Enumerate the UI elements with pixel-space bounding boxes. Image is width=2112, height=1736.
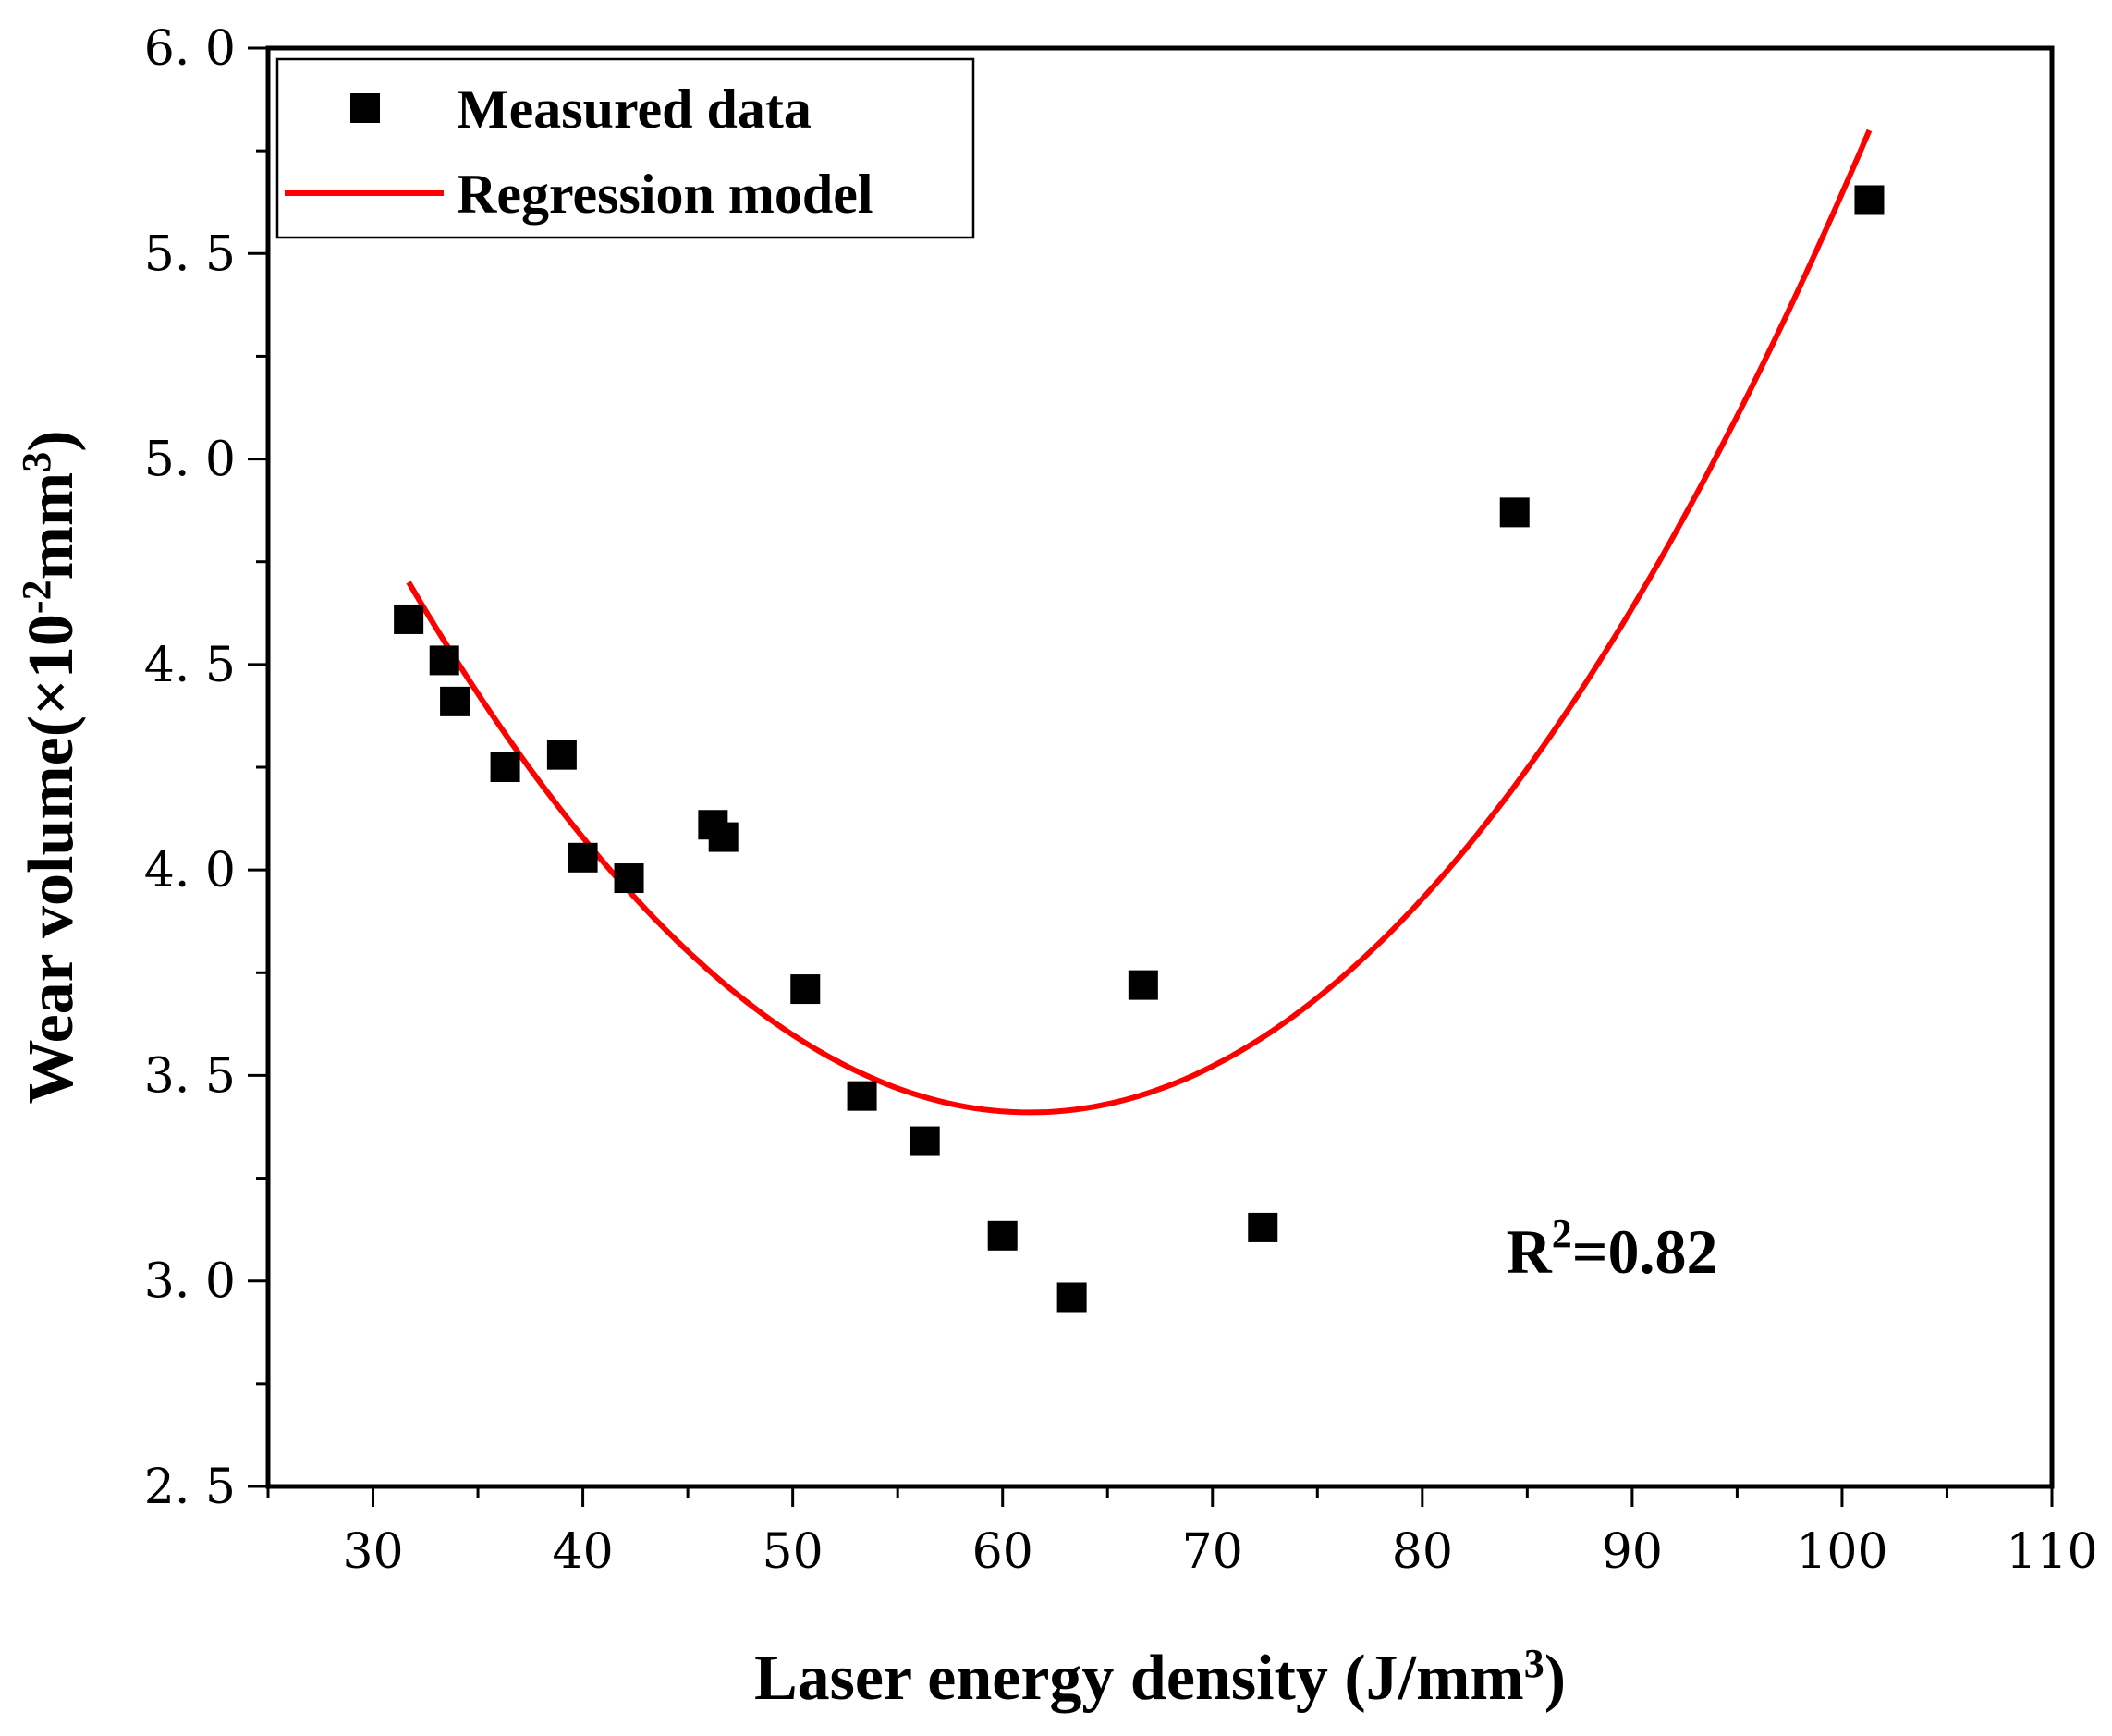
data-point	[440, 686, 470, 716]
data-point	[490, 752, 520, 782]
r-squared-annotation: R2=0.82	[1507, 1211, 1718, 1287]
x-tick-label: 90	[1602, 1524, 1663, 1580]
y-axis-tick-labels: 2. 5 3. 0 3. 5 4. 0 4. 5 5. 0 5. 5 6. 0	[144, 21, 236, 1515]
data-point	[1499, 497, 1530, 528]
regression-line	[406, 128, 1873, 1116]
x-tick-label: 70	[1182, 1524, 1243, 1580]
data-point	[708, 822, 739, 852]
y-axis-ticks	[248, 46, 268, 1488]
x-axis-title: Laser energy density (J/mm3)	[754, 1641, 1566, 1714]
data-points	[394, 185, 1885, 1313]
y-tick-label: 5. 0	[144, 433, 236, 488]
y-tick-label: 3. 0	[144, 1254, 236, 1310]
data-point	[394, 604, 424, 634]
data-point	[1128, 970, 1158, 1000]
data-point	[1056, 1282, 1087, 1313]
data-point	[790, 974, 821, 1005]
y-tick-label: 5. 5	[144, 226, 236, 282]
x-tick-label: 60	[972, 1524, 1033, 1580]
data-point	[1854, 185, 1885, 215]
y-tick-label: 4. 0	[144, 843, 236, 899]
data-point	[546, 740, 577, 770]
x-tick-label: 30	[342, 1524, 403, 1580]
data-point	[429, 645, 459, 676]
x-tick-label: 80	[1392, 1524, 1453, 1580]
y-tick-label: 2. 5	[144, 1460, 236, 1515]
data-point	[987, 1220, 1018, 1251]
legend: Measured data Regression model	[275, 57, 975, 239]
data-point	[614, 863, 644, 894]
x-tick-label: 50	[763, 1524, 824, 1580]
y-tick-label: 4. 5	[144, 638, 236, 693]
x-axis-tick-labels: 30 40 50 60 70 80 90 100 110	[342, 1524, 2097, 1580]
data-point	[910, 1126, 940, 1156]
y-tick-label: 6. 0	[144, 21, 236, 77]
x-tick-label: 100	[1796, 1524, 1887, 1580]
data-point	[847, 1081, 877, 1111]
legend-label-measured: Measured data	[457, 79, 812, 140]
legend-box	[275, 57, 975, 239]
x-axis-ticks	[266, 1486, 2054, 1507]
y-tick-label: 3. 5	[144, 1048, 236, 1104]
data-point	[1248, 1212, 1278, 1242]
legend-label-regression: Regression model	[457, 164, 873, 225]
plot-frame	[265, 45, 2055, 1489]
data-point	[568, 842, 598, 873]
legend-marker-square	[350, 93, 380, 123]
y-axis-title: Wear volume(×10-2mm3)	[14, 430, 87, 1104]
x-tick-label: 110	[2006, 1524, 2097, 1580]
x-tick-label: 40	[553, 1524, 614, 1580]
